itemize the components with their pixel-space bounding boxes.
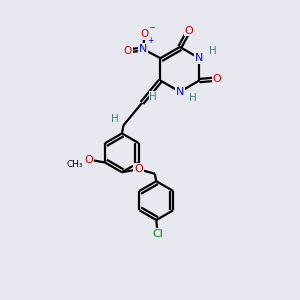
Text: O: O <box>140 29 149 39</box>
Text: H: H <box>209 46 217 56</box>
Text: CH₃: CH₃ <box>66 160 83 169</box>
Text: H: H <box>149 92 157 102</box>
Text: O: O <box>213 74 221 84</box>
Text: H: H <box>111 114 119 124</box>
Text: −: − <box>148 23 155 32</box>
Text: O: O <box>134 164 143 174</box>
Text: +: + <box>147 36 154 45</box>
Text: H: H <box>189 93 197 103</box>
Text: O: O <box>124 46 132 56</box>
Text: Cl: Cl <box>152 230 163 239</box>
Text: N: N <box>195 53 203 63</box>
Text: O: O <box>84 154 93 165</box>
Text: N: N <box>176 87 184 97</box>
Text: O: O <box>184 26 193 36</box>
Text: N: N <box>139 44 147 54</box>
